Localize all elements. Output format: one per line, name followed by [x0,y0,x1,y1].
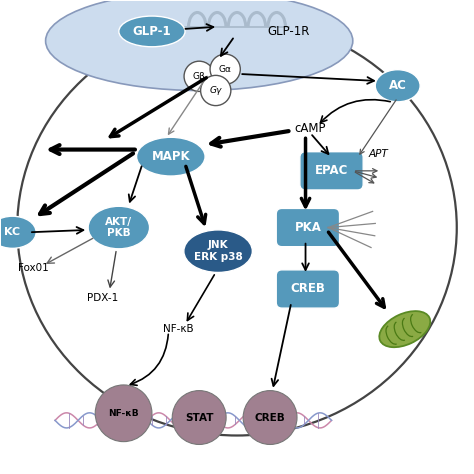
Circle shape [95,385,152,442]
Ellipse shape [184,230,252,273]
Text: PDX-1: PDX-1 [87,293,118,303]
Text: NF-κB: NF-κB [163,324,193,334]
Text: APT: APT [369,149,389,159]
Text: MAPK: MAPK [152,150,190,163]
Text: NF-κB: NF-κB [108,409,139,418]
Ellipse shape [0,216,36,248]
Text: STAT: STAT [185,412,213,422]
Circle shape [243,391,297,445]
Circle shape [172,391,226,445]
Text: GLP-1R: GLP-1R [268,25,310,38]
FancyBboxPatch shape [300,152,363,190]
Text: JNK
ERK p38: JNK ERK p38 [194,240,243,262]
FancyBboxPatch shape [276,209,339,246]
Text: EPAC: EPAC [315,164,348,177]
Text: AC: AC [389,79,407,92]
Text: Gγ: Gγ [210,86,222,95]
Text: cAMP: cAMP [294,122,326,135]
Ellipse shape [137,137,205,176]
Ellipse shape [119,16,185,47]
Ellipse shape [375,70,420,102]
Ellipse shape [88,206,150,249]
Text: CREB: CREB [291,283,325,295]
Circle shape [210,54,240,84]
Ellipse shape [46,0,353,91]
Circle shape [184,61,214,91]
Text: PKA: PKA [294,221,321,234]
Text: CREB: CREB [255,412,285,422]
Text: Gβ: Gβ [193,72,206,81]
Text: Gα: Gα [219,65,232,74]
FancyBboxPatch shape [276,270,339,308]
Circle shape [201,75,231,106]
Text: Fox01: Fox01 [18,263,49,273]
Ellipse shape [379,311,430,347]
Text: AKT/
PKB: AKT/ PKB [105,217,132,238]
Text: GLP-1: GLP-1 [133,25,171,38]
Text: KC: KC [4,227,20,237]
